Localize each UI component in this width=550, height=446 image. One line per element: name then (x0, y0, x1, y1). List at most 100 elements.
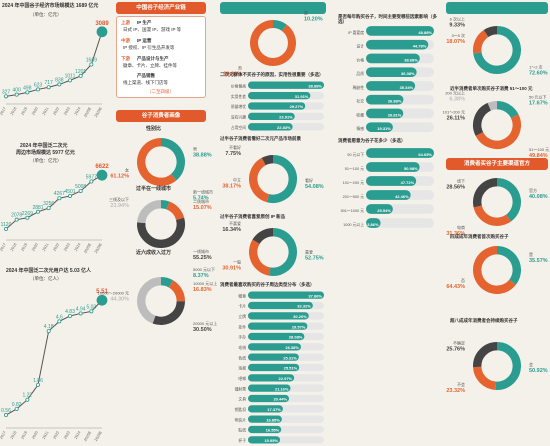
data-point (46, 329, 51, 334)
bar-fill (366, 108, 404, 119)
x-tick-label: 2018 (10, 107, 18, 116)
column-purchase-motives: 超八成谷子玩家为年轻群体 / 成年人群体在入坑谷子 是10.20% 否89.80%… (218, 0, 328, 446)
donut-slice (166, 201, 185, 221)
x-tick-label: 2029E (94, 430, 103, 442)
slice-value: 35.57% (529, 258, 548, 264)
slice-name: 男 (193, 147, 197, 152)
bar-category-label: 色纸 (238, 355, 246, 360)
bar-value-label: 19.31% (377, 126, 391, 131)
chart3-title: 2024 年中国泛二次元用户达 5.03 亿人 (6, 268, 92, 274)
slice-name: 官方 (529, 187, 537, 193)
chain-design-title: 产品设计与生产 (137, 56, 169, 61)
slice-value: 23.94% (110, 203, 129, 209)
slice-value: 15.07% (193, 205, 212, 211)
bar-fill (366, 204, 393, 214)
bar-value-label: 26.38% (285, 345, 299, 350)
x-tick-label: 2022 (53, 431, 61, 440)
value-label: 5008 (75, 184, 86, 190)
data-point (36, 209, 41, 214)
slice-name: 二线城市 (193, 198, 209, 204)
spend-title: 近半消费者单次购买谷子消费 51～100 元 (450, 86, 533, 91)
value-label: 5.03 (86, 304, 96, 310)
bar-category-label: 质量堪忧 (231, 104, 246, 109)
bar-fill (248, 312, 309, 320)
data-point (57, 196, 62, 201)
bar-category-label: 101～200 元 (343, 181, 365, 185)
data-point (14, 217, 19, 222)
bar-fill (248, 81, 324, 89)
data-point (14, 406, 19, 411)
bar-fill (248, 363, 300, 372)
bar-value-label: 25.54% (377, 208, 391, 213)
donut-slice (266, 155, 297, 203)
chain-midstream-desc: IP 授权、IP 衍生品开发等 (123, 45, 175, 50)
bar-value-label: 17.37% (267, 407, 281, 412)
bar-category-label: 贴纸 (238, 428, 246, 433)
donut-slice (137, 138, 177, 186)
column-consumer-profile: 中国谷子经济产业链 上游 IP 生产 日式 IP、国漫 IP、游戏 IP 等 中… (98, 0, 218, 446)
x-tick-label: 2024 (74, 243, 82, 252)
donut-slice (487, 101, 498, 111)
bar-category-label: 镭射票 (235, 386, 247, 391)
slice-value: 26.11% (447, 116, 465, 122)
slice-value: 61.12% (110, 173, 129, 179)
value-label: 1011 (65, 73, 76, 79)
slice-value: 8.37% (193, 273, 209, 279)
slice-value: 16.83% (193, 287, 212, 293)
slice-value: 9.33% (449, 22, 465, 28)
donut-slice (473, 178, 498, 208)
slice-value: 64.43% (446, 284, 465, 290)
bar-fill (366, 67, 417, 77)
bar-category-label: IP 喜爱度 (348, 30, 364, 35)
x-tick-label: 2020 (31, 243, 39, 252)
bar-fill (248, 112, 295, 121)
value-label: 623 (34, 82, 43, 88)
slice-value: 23.32% (446, 388, 465, 394)
slice-value: 16.34% (222, 227, 241, 233)
bar-category-label: 设计 (356, 44, 364, 49)
data-point (36, 87, 41, 92)
bar-value-label: 29.27% (290, 104, 304, 109)
column-market-size: 2024 年中国谷子经济市场规模达 1689 亿元 （单位：亿元） 327 201… (0, 0, 109, 446)
data-point (78, 311, 83, 316)
value-label: 838 (55, 77, 64, 83)
types-title: 消费者最喜欢购买的谷子周边类型分布（多选） (220, 282, 315, 287)
data-point (14, 92, 19, 97)
chart1-title: 2024 年中国谷子经济市场规模达 1689 亿元 (2, 3, 99, 9)
bar-fill (366, 122, 393, 132)
chart2-title-line1: 2024 年中国泛二次元 (20, 143, 68, 149)
slice-value: 5.74% (193, 195, 209, 201)
slice-value: 54.08% (305, 184, 324, 190)
slice-name: 不会 (457, 381, 465, 387)
bar-value-label: 32.32% (297, 304, 311, 309)
bar-value-label: 30.26% (293, 314, 307, 319)
slice-value: 44.30% (110, 297, 129, 303)
slice-value: 55.25% (193, 255, 212, 261)
bar-fill (248, 405, 283, 413)
types-bar-svg: 徽章 37.86% 卡片 32.32% 立牌 30.26% 挂件 29.57% 手办 28.08%… (235, 291, 324, 444)
slice-name: 一线城市 (193, 248, 209, 254)
slice-value: 50.92% (529, 368, 548, 374)
slice-value: 38.88% (193, 153, 212, 159)
spend-will-title: 消费者愿意为谷子花多少（多选） (338, 138, 406, 143)
x-tick-label: 2025E (83, 106, 92, 118)
bar-category-label: 51～100 元 (345, 167, 364, 171)
slice-name: 是 (304, 9, 308, 15)
prospect-title: 过半谷子消费者看好二次元产品市场前景 (220, 136, 301, 141)
bar-category-label: 毛绒 (238, 345, 246, 350)
x-tick-label: 2019 (21, 243, 29, 252)
bar-category-label: 50 元以下 (347, 152, 364, 157)
bar-category-label: 卡片 (238, 304, 246, 309)
x-tick-label: 2025E (83, 242, 92, 254)
slice-name: 不确定 (453, 339, 465, 345)
bar-value-label: 38.88% (308, 83, 322, 88)
donut-slice (473, 342, 498, 368)
ip-title: 过半谷子消费者喜爱原创 IP 新品 (220, 214, 286, 219)
frequency-header: 国内成家消费者每年购买谷子 1～2 次 (446, 2, 548, 14)
slice-name: 50 元以下 (529, 95, 547, 100)
x-tick-label: 2021 (42, 107, 50, 116)
